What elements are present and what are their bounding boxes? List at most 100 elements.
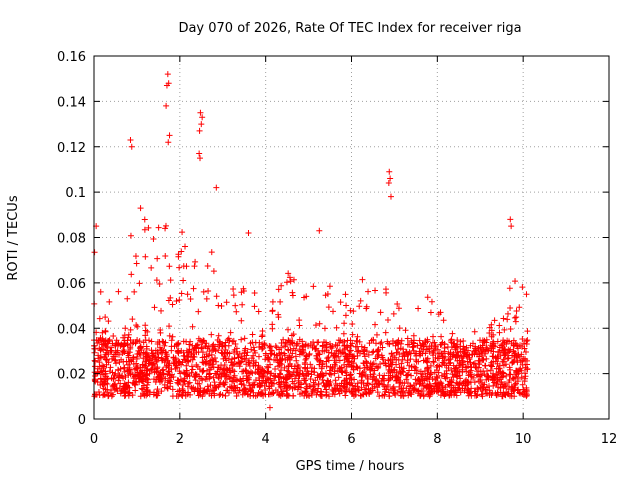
roti-point xyxy=(363,390,370,397)
roti-point xyxy=(327,340,334,347)
roti-point xyxy=(511,342,518,349)
roti-point xyxy=(100,385,107,392)
roti-point xyxy=(457,389,464,396)
y-tick-label: 0.08 xyxy=(57,232,86,247)
roti-point xyxy=(411,387,418,394)
roti-point xyxy=(436,363,443,370)
roti-point xyxy=(92,345,99,352)
roti-point xyxy=(139,386,146,393)
roti-point xyxy=(145,360,152,367)
roti-point xyxy=(313,352,320,359)
roti-point xyxy=(182,243,189,250)
roti-point xyxy=(423,346,430,353)
roti-point xyxy=(157,371,164,378)
roti-point xyxy=(166,263,173,270)
roti-point xyxy=(267,361,274,368)
roti-point xyxy=(424,294,431,301)
roti-point xyxy=(246,382,253,389)
roti-point xyxy=(97,369,104,376)
roti-point xyxy=(289,350,296,357)
roti-point xyxy=(300,371,307,378)
x-tick-labels: 0 2 4 6 8 10 12 xyxy=(90,432,617,447)
roti-point xyxy=(483,344,490,351)
roti-point xyxy=(207,382,214,389)
roti-point xyxy=(197,375,204,382)
roti-point xyxy=(208,249,215,256)
roti-point xyxy=(518,351,525,358)
roti-point xyxy=(442,384,449,391)
roti-point xyxy=(374,365,381,372)
roti-point xyxy=(162,222,169,229)
roti-point xyxy=(456,368,463,375)
roti-point xyxy=(353,337,360,344)
roti-point xyxy=(150,236,157,243)
roti-point xyxy=(496,322,503,329)
roti-point xyxy=(414,376,421,383)
roti-point xyxy=(519,284,526,291)
roti-point xyxy=(275,311,282,318)
roti-point xyxy=(428,370,435,377)
roti-point xyxy=(227,375,234,382)
roti-point xyxy=(400,349,407,356)
roti-point xyxy=(459,385,466,392)
roti-point xyxy=(424,365,431,372)
roti-point xyxy=(435,311,442,318)
roti-point xyxy=(104,347,111,354)
roti-point xyxy=(377,309,384,316)
roti-point xyxy=(441,371,448,378)
roti-point xyxy=(199,359,206,366)
roti-point xyxy=(255,366,262,373)
roti-point xyxy=(206,360,213,367)
roti-point xyxy=(293,342,300,349)
roti-point xyxy=(164,371,171,378)
roti-point xyxy=(128,143,135,150)
roti-point xyxy=(214,337,221,344)
roti-point xyxy=(386,363,393,370)
roti-point xyxy=(361,353,368,360)
roti-point xyxy=(348,362,355,369)
roti-point xyxy=(518,367,525,374)
roti-point xyxy=(136,338,143,345)
roti-point xyxy=(449,330,456,337)
roti-point xyxy=(196,150,203,157)
roti-point xyxy=(417,342,424,349)
roti-point xyxy=(215,332,222,339)
roti-point xyxy=(146,391,153,398)
roti-point xyxy=(173,342,180,349)
roti-point xyxy=(208,331,215,338)
roti-point xyxy=(105,393,112,400)
roti-point xyxy=(497,384,504,391)
roti-point xyxy=(407,356,414,363)
x-tick-label: 2 xyxy=(176,432,184,447)
roti-point xyxy=(389,338,396,345)
roti-point xyxy=(101,391,108,398)
roti-point xyxy=(129,380,136,387)
roti-point xyxy=(136,344,143,351)
roti-point xyxy=(314,372,321,379)
roti-point xyxy=(384,382,391,389)
roti-point xyxy=(390,310,397,317)
roti-point xyxy=(94,340,101,347)
roti-point xyxy=(344,358,351,365)
roti-point xyxy=(155,224,162,231)
roti-point xyxy=(439,354,446,361)
roti-point xyxy=(278,390,285,397)
roti-point xyxy=(307,383,314,390)
roti-point xyxy=(343,302,350,309)
roti-point xyxy=(95,355,102,362)
roti-point xyxy=(218,302,225,309)
roti-point xyxy=(323,392,330,399)
roti-point xyxy=(500,370,507,377)
roti-point xyxy=(393,377,400,384)
roti-point xyxy=(471,328,478,335)
roti-point xyxy=(343,372,350,379)
roti-point xyxy=(470,374,477,381)
roti-point xyxy=(370,374,377,381)
roti-point xyxy=(211,345,218,352)
roti-point xyxy=(286,274,293,281)
roti-point xyxy=(97,381,104,388)
roti-point xyxy=(332,363,339,370)
roti-point xyxy=(283,393,290,400)
roti-point xyxy=(475,364,482,371)
roti-point xyxy=(105,359,112,366)
